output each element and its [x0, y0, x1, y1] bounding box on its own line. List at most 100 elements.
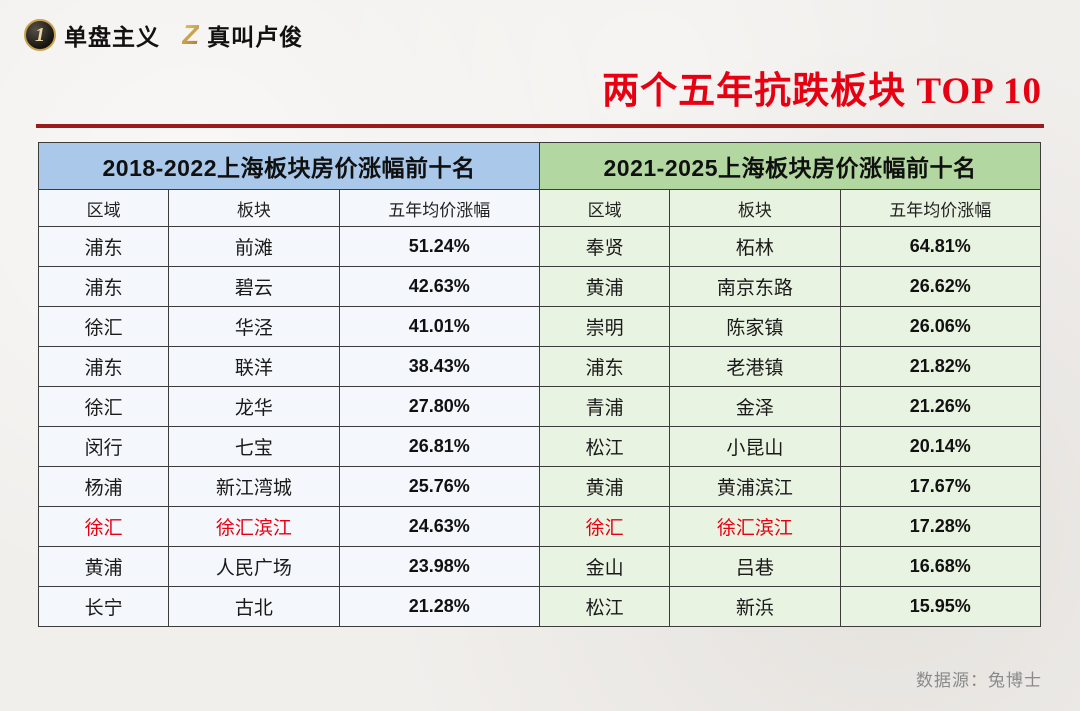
area-cell: 前滩: [168, 226, 340, 267]
district-cell: 金山: [538, 546, 671, 587]
district-cell: 松江: [538, 586, 671, 627]
area-cell: 南京东路: [669, 266, 841, 307]
district-cell: 闵行: [37, 426, 170, 467]
table-row: 浦东 碧云 42.63%: [37, 266, 541, 307]
table-row: 黄浦 南京东路 26.62%: [538, 266, 1042, 307]
area-cell: 陈家镇: [669, 306, 841, 347]
table-row: 黄浦 人民广场 23.98%: [37, 546, 541, 587]
table-row: 青浦 金泽 21.26%: [538, 386, 1042, 427]
value-cell: 64.81%: [839, 226, 1042, 267]
district-cell: 长宁: [37, 586, 170, 627]
value-cell: 26.81%: [338, 426, 541, 467]
area-cell: 新浜: [669, 586, 841, 627]
district-cell: 徐汇: [37, 386, 170, 427]
district-cell: 浦东: [37, 346, 170, 387]
district-cell: 杨浦: [37, 466, 170, 507]
district-cell: 徐汇: [538, 506, 671, 547]
table-row: 徐汇 徐汇滨江 17.28%: [538, 506, 1042, 547]
table-title-2021-2025: 2021-2025上海板块房价涨幅前十名: [539, 142, 1041, 190]
district-cell: 黄浦: [538, 266, 671, 307]
area-cell: 小昆山: [669, 426, 841, 467]
district-cell: 徐汇: [37, 506, 170, 547]
value-cell: 20.14%: [839, 426, 1042, 467]
table-row: 徐汇 华泾 41.01%: [37, 306, 541, 347]
value-cell: 24.63%: [338, 506, 541, 547]
value-cell: 23.98%: [338, 546, 541, 587]
area-cell: 七宝: [168, 426, 340, 467]
area-cell: 古北: [168, 586, 340, 627]
brand-name-secondary: 真叫卢俊: [207, 24, 304, 50]
value-cell: 15.95%: [839, 586, 1042, 627]
red-divider-line: [36, 124, 1044, 128]
value-cell: 26.06%: [839, 306, 1042, 347]
value-cell: 17.67%: [839, 466, 1042, 507]
area-cell: 黄浦滨江: [669, 466, 841, 507]
value-cell: 21.26%: [839, 386, 1042, 427]
district-cell: 崇明: [538, 306, 671, 347]
table-2021-2025: 2021-2025上海板块房价涨幅前十名 区域 板块 五年均价涨幅 奉贤 柘林 …: [538, 142, 1042, 627]
district-cell: 徐汇: [37, 306, 170, 347]
table-row: 奉贤 柘林 64.81%: [538, 226, 1042, 267]
table-row: 金山 吕巷 16.68%: [538, 546, 1042, 587]
table-row: 浦东 联洋 38.43%: [37, 346, 541, 387]
area-cell: 徐汇滨江: [168, 506, 340, 547]
table-row: 长宁 古北 21.28%: [37, 586, 541, 627]
page-title: 两个五年抗跌板块 TOP 10: [602, 71, 1042, 112]
area-cell: 老港镇: [669, 346, 841, 387]
table-row: 杨浦 新江湾城 25.76%: [37, 466, 541, 507]
value-cell: 51.24%: [338, 226, 541, 267]
column-header-area: 板块: [168, 189, 340, 227]
value-cell: 26.62%: [839, 266, 1042, 307]
table-2018-2022: 2018-2022上海板块房价涨幅前十名 区域 板块 五年均价涨幅 浦东 前滩 …: [37, 142, 541, 627]
table-row: 崇明 陈家镇 26.06%: [538, 306, 1042, 347]
district-cell: 浦东: [538, 346, 671, 387]
area-cell: 金泽: [669, 386, 841, 427]
area-cell: 华泾: [168, 306, 340, 347]
value-cell: 27.80%: [338, 386, 541, 427]
column-header-district: 区域: [538, 189, 671, 227]
table-title-2018-2022: 2018-2022上海板块房价涨幅前十名: [38, 142, 540, 190]
table-row: 徐汇 徐汇滨江 24.63%: [37, 506, 541, 547]
column-header-district: 区域: [37, 189, 170, 227]
district-cell: 浦东: [37, 266, 170, 307]
z-lightning-icon: Z: [182, 19, 200, 50]
area-cell: 龙华: [168, 386, 340, 427]
district-cell: 青浦: [538, 386, 671, 427]
number-1-glyph: 1: [35, 24, 45, 46]
value-cell: 17.28%: [839, 506, 1042, 547]
value-cell: 21.82%: [839, 346, 1042, 387]
area-cell: 联洋: [168, 346, 340, 387]
area-cell: 徐汇滨江: [669, 506, 841, 547]
brand-row: 1 单盘主义 Z 真叫卢俊: [24, 18, 303, 52]
brand-name-primary: 单盘主义: [64, 24, 160, 50]
column-header-value: 五年均价涨幅: [839, 189, 1042, 227]
table-row: 松江 小昆山 20.14%: [538, 426, 1042, 467]
tables-area: 2018-2022上海板块房价涨幅前十名 区域 板块 五年均价涨幅 浦东 前滩 …: [37, 142, 1042, 627]
value-cell: 16.68%: [839, 546, 1042, 587]
table-row: 浦东 前滩 51.24%: [37, 226, 541, 267]
area-cell: 柘林: [669, 226, 841, 267]
district-cell: 黄浦: [538, 466, 671, 507]
value-cell: 41.01%: [338, 306, 541, 347]
table-row: 徐汇 龙华 27.80%: [37, 386, 541, 427]
column-header-value: 五年均价涨幅: [338, 189, 541, 227]
area-cell: 人民广场: [168, 546, 340, 587]
district-cell: 松江: [538, 426, 671, 467]
district-cell: 浦东: [37, 226, 170, 267]
value-cell: 38.43%: [338, 346, 541, 387]
table-row: 浦东 老港镇 21.82%: [538, 346, 1042, 387]
data-source-credit: 数据源：兔博士: [916, 671, 1042, 690]
value-cell: 42.63%: [338, 266, 541, 307]
table-row: 松江 新浜 15.95%: [538, 586, 1042, 627]
area-cell: 碧云: [168, 266, 340, 307]
table-row: 黄浦 黄浦滨江 17.67%: [538, 466, 1042, 507]
district-cell: 奉贤: [538, 226, 671, 267]
number-1-circle-icon: 1: [24, 19, 56, 51]
column-header-area: 板块: [669, 189, 841, 227]
district-cell: 黄浦: [37, 546, 170, 587]
area-cell: 新江湾城: [168, 466, 340, 507]
value-cell: 25.76%: [338, 466, 541, 507]
value-cell: 21.28%: [338, 586, 541, 627]
area-cell: 吕巷: [669, 546, 841, 587]
